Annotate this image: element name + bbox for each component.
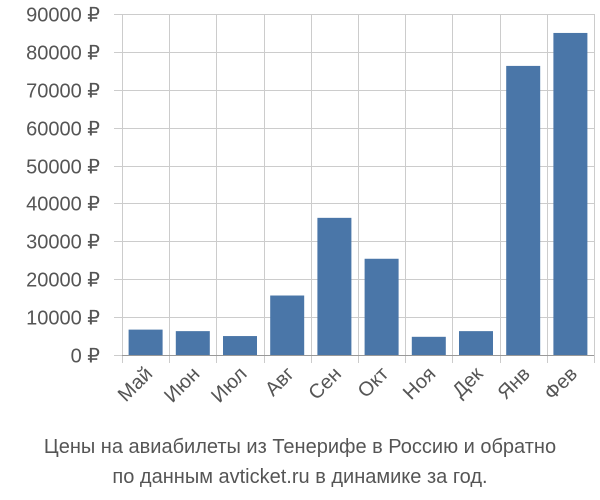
bar-chart-svg: 0 ₽ 10000 ₽ 20000 ₽ 30000 ₽ 40000 ₽ 50000 ₽ 60… bbox=[26, 5, 595, 407]
chart-caption: Цены на авиабилеты из Тенерифе в Россию … bbox=[0, 432, 600, 492]
caption-line-2: по данным avticket.ru в динамике за год. bbox=[112, 466, 488, 488]
bar bbox=[317, 217, 352, 355]
bar bbox=[553, 32, 588, 355]
y-tick-label: 0 ₽ bbox=[71, 346, 101, 368]
x-tick-label: Ноя bbox=[399, 363, 440, 404]
bar bbox=[223, 336, 257, 355]
bar bbox=[459, 331, 493, 355]
x-tick-label: Окт bbox=[354, 363, 393, 402]
x-tick-label: Авг bbox=[261, 363, 299, 401]
y-tick-label: 90000 ₽ bbox=[26, 5, 100, 27]
caption-line-1: Цены на авиабилеты из Тенерифе в Россию … bbox=[43, 436, 557, 458]
bar bbox=[175, 331, 210, 355]
x-tick-label: Сен bbox=[304, 363, 345, 404]
y-tick-label: 80000 ₽ bbox=[26, 43, 100, 65]
y-tick-label: 50000 ₽ bbox=[26, 157, 100, 179]
x-tick-labels: Май Июн Июл Авг Сен Окт Ноя Дек Янв Фев bbox=[114, 363, 582, 407]
bar bbox=[506, 65, 541, 355]
x-tick-label: Дек bbox=[448, 363, 487, 402]
bars bbox=[128, 32, 588, 355]
y-tick-label: 40000 ₽ bbox=[26, 194, 100, 216]
bar bbox=[128, 329, 163, 355]
x-tick-label: Июн bbox=[160, 363, 204, 407]
x-tick-label: Янв bbox=[494, 363, 535, 404]
y-tick-label: 70000 ₽ bbox=[26, 81, 100, 103]
y-tick-label: 10000 ₽ bbox=[26, 308, 100, 330]
x-tick-label: Фев bbox=[540, 363, 582, 405]
y-tick-labels: 0 ₽ 10000 ₽ 20000 ₽ 30000 ₽ 40000 ₽ 50000 ₽ 60… bbox=[26, 5, 100, 368]
x-tick-label: Май bbox=[114, 363, 157, 406]
y-tick-label: 20000 ₽ bbox=[26, 270, 100, 292]
grid-lines bbox=[114, 14, 595, 363]
bar bbox=[364, 258, 399, 355]
y-tick-label: 60000 ₽ bbox=[26, 119, 100, 141]
bar bbox=[270, 295, 305, 355]
y-tick-label: 30000 ₽ bbox=[26, 232, 100, 254]
x-tick-label: Июл bbox=[207, 363, 251, 407]
bar bbox=[411, 336, 446, 355]
